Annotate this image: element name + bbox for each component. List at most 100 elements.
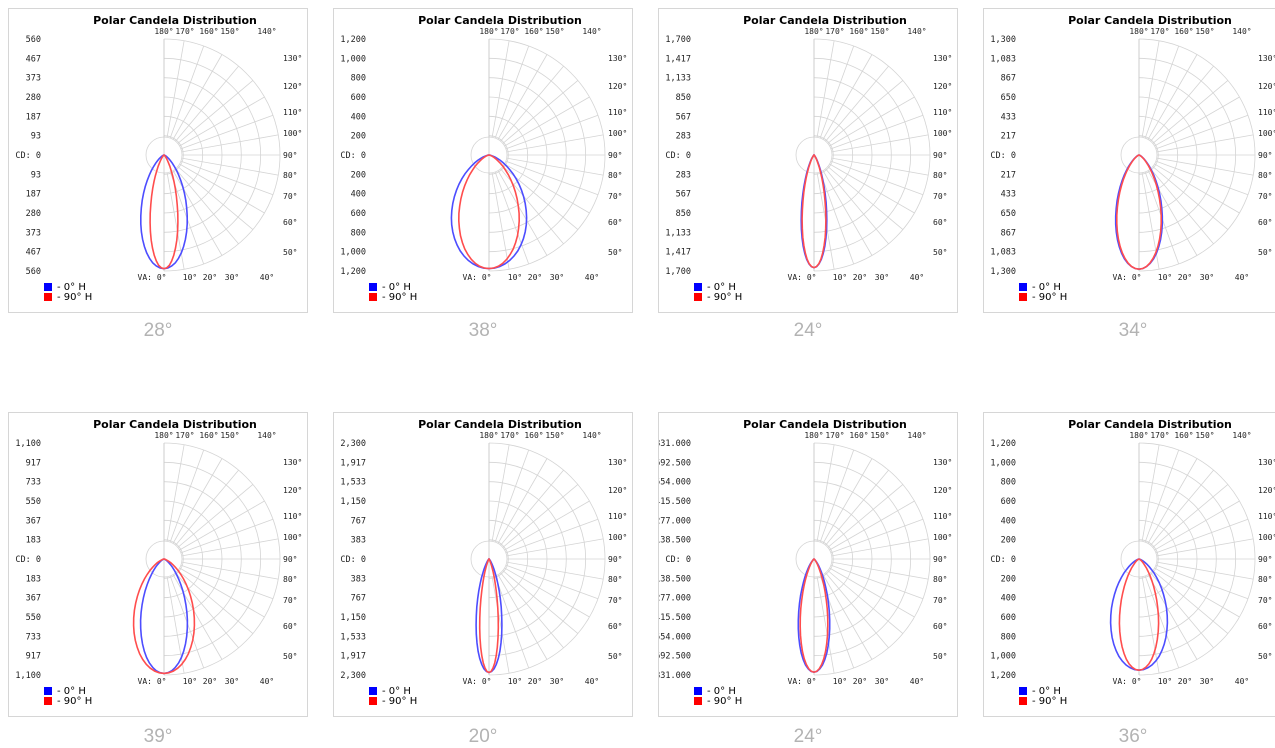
grid-spoke — [163, 444, 185, 560]
angle-label: 80° — [283, 171, 297, 180]
angle-label: 120° — [608, 486, 627, 495]
angle-label: 140° — [1232, 27, 1251, 36]
radial-tick-label: 217 — [1001, 170, 1016, 180]
radial-tick-label: CD: 0 — [665, 151, 691, 161]
beam-angle-caption: 36° — [1118, 726, 1148, 747]
va-label: 20° — [203, 677, 217, 686]
radial-tick-label: 600 — [351, 209, 366, 219]
va-label: 40° — [1235, 677, 1249, 686]
angle-label: 100° — [608, 533, 627, 542]
angle-label: 170° — [175, 27, 194, 36]
radial-tick-label: 200 — [351, 132, 366, 142]
angle-label: 120° — [1258, 486, 1275, 495]
radial-tick-label: 183 — [26, 574, 41, 584]
radial-tick-label: 800 — [1001, 632, 1016, 642]
legend-swatch — [1019, 687, 1027, 695]
angle-label: 170° — [1150, 431, 1169, 440]
angle-label: 160° — [524, 27, 543, 36]
grid-spoke — [163, 558, 185, 674]
chart-card: Polar Candela Distribution 831.000 692.500… — [658, 412, 958, 717]
grid-spoke — [488, 558, 604, 580]
grid-spoke — [163, 558, 205, 669]
va-label: VA: 0° — [1113, 677, 1142, 686]
grid-spoke — [163, 154, 185, 270]
radial-tick-label: 560 — [26, 267, 41, 277]
angle-label: 50° — [933, 652, 947, 661]
radial-tick-label: CD: 0 — [340, 555, 366, 565]
radial-tick-label: 400 — [1001, 516, 1016, 526]
angle-label: 160° — [524, 431, 543, 440]
va-label: VA: 0° — [788, 677, 817, 686]
radial-tick-label: 650 — [1001, 209, 1016, 219]
beam-angle-caption: 39° — [143, 726, 173, 747]
angle-label: 170° — [175, 431, 194, 440]
series-90h-curve — [132, 558, 196, 675]
angle-label: 90° — [1258, 151, 1272, 160]
va-label: VA: 0° — [138, 677, 167, 686]
grid-spoke — [488, 469, 564, 560]
va-label: 40° — [585, 273, 599, 282]
grid-spoke — [813, 154, 924, 196]
angle-label: 60° — [608, 218, 622, 227]
chart-title: Polar Candela Distribution — [418, 418, 582, 431]
grid-spoke — [813, 558, 904, 634]
radial-tick-label: 93 — [31, 132, 41, 142]
angle-label: 180° — [804, 27, 823, 36]
radial-tick-label: 2,300 — [340, 671, 366, 681]
grid-spoke — [1138, 444, 1160, 560]
angle-label: 100° — [283, 533, 302, 542]
angle-label: 60° — [933, 218, 947, 227]
grid-spoke — [163, 54, 223, 156]
angle-label: 130° — [608, 54, 627, 63]
grid-spoke — [163, 154, 274, 196]
grid-spoke — [488, 558, 548, 660]
grid-spoke — [163, 80, 254, 156]
angle-label: 110° — [1258, 108, 1275, 117]
radial-tick-label: 183 — [26, 536, 41, 546]
radial-tick-label: CD: 0 — [990, 151, 1016, 161]
va-label: 40° — [585, 677, 599, 686]
grid-spoke — [163, 154, 205, 265]
legend-swatch — [694, 697, 702, 705]
grid-spoke — [488, 154, 564, 245]
grid-spoke — [1138, 538, 1254, 560]
grid-spoke — [813, 40, 835, 156]
legend-swatch — [694, 283, 702, 291]
angle-label: 130° — [283, 54, 302, 63]
radial-tick-label: 1,133 — [665, 74, 691, 84]
radial-tick-label: 433 — [1001, 112, 1016, 122]
grid-spoke — [813, 558, 915, 618]
legend-swatch — [44, 283, 52, 291]
grid-spoke — [488, 54, 548, 156]
grid-spoke — [488, 80, 579, 156]
angle-label: 160° — [1174, 431, 1193, 440]
legend-swatch — [44, 697, 52, 705]
radial-tick-label: 1,700 — [665, 35, 691, 45]
radial-tick-label: 554.000 — [659, 478, 691, 488]
polar-candela-chart: Polar Candela Distribution 560 467 373 280 18… — [15, 14, 302, 303]
angle-label: 140° — [257, 431, 276, 440]
va-label: 30° — [550, 273, 564, 282]
radial-tick-label: 1,533 — [340, 632, 366, 642]
radial-tick-label: 217 — [1001, 132, 1016, 142]
angle-label: 110° — [1258, 512, 1275, 521]
radial-tick-label: 1,000 — [990, 458, 1016, 468]
radial-tick-label: 1,150 — [340, 613, 366, 623]
angle-label: 50° — [1258, 248, 1272, 257]
grid-spoke — [1138, 154, 1160, 270]
grid-spoke — [813, 54, 873, 156]
grid-spoke — [1138, 54, 1198, 156]
va-label: 20° — [853, 677, 867, 686]
legend-swatch — [694, 687, 702, 695]
chart-card: Polar Candela Distribution 1,200 1,000 800 6… — [983, 412, 1275, 717]
grid-spoke — [488, 500, 590, 560]
chart-card: Polar Candela Distribution 1,300 1,083 867 6… — [983, 8, 1275, 313]
legend-swatch — [369, 283, 377, 291]
angle-label: 50° — [608, 652, 622, 661]
angle-label: 170° — [500, 431, 519, 440]
grid-spoke — [1138, 518, 1249, 560]
grid-spoke — [1138, 500, 1240, 560]
grid-spoke — [488, 558, 599, 600]
grid-spoke — [1138, 96, 1240, 156]
radial-tick-label: 554.000 — [659, 632, 691, 642]
